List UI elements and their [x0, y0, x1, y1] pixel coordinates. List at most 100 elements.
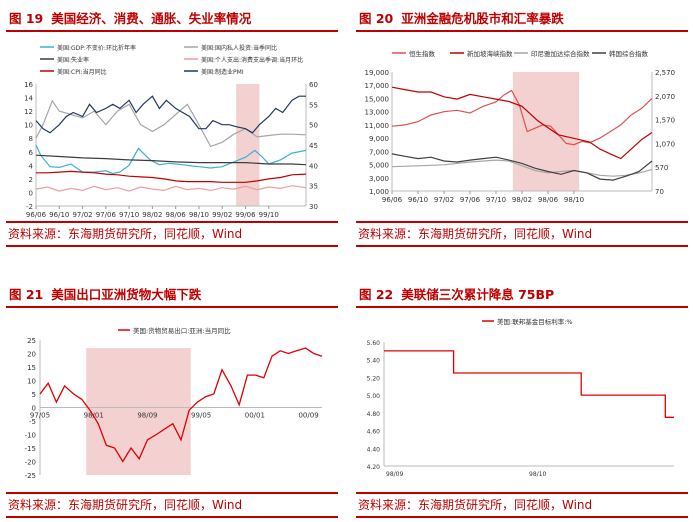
- x-tick-label: 98/02: [142, 211, 162, 219]
- legend-label: 新加坡海峡指数: [467, 49, 513, 58]
- y-tick-label: 2: [29, 176, 33, 184]
- y2-tick-label: 1,570: [655, 117, 675, 125]
- y-tick-label: 13,000: [365, 109, 390, 117]
- legend-label: 美国:个人支出:消费支出季调:当月环比: [201, 56, 303, 64]
- x-tick-label: 98/10: [529, 471, 546, 478]
- shaded-crisis-period: [236, 84, 260, 206]
- y2-tick-label: 55: [309, 101, 318, 109]
- x-tick-label: 96/10: [408, 196, 428, 204]
- series-line: [391, 159, 653, 177]
- x-tick-label: 97/06: [96, 211, 117, 219]
- y2-tick-label: 1,070: [655, 140, 675, 148]
- x-tick-label: 97/02: [72, 211, 92, 219]
- x-tick-label: 98/10: [189, 211, 209, 219]
- y-tick-label: 11,000: [365, 122, 390, 130]
- y-tick-label: 9,000: [369, 135, 389, 143]
- series-line: [39, 347, 323, 463]
- y-tick-label: -2: [26, 203, 33, 211]
- y2-tick-label: 2,570: [655, 69, 675, 77]
- x-tick-label: 99/05: [191, 412, 211, 420]
- x-tick-label: 97/06: [460, 196, 481, 204]
- y-tick-label: 4: [29, 162, 34, 170]
- panel-title: 图 20 亚洲金融危机股市和汇率暴跌: [356, 8, 688, 32]
- x-tick-label: 97/05: [30, 412, 50, 420]
- legend-label: 美国:GDP:不变价:环比折年率: [57, 44, 136, 52]
- x-tick-label: 98/06: [166, 211, 187, 219]
- x-tick-label: 99/06: [235, 211, 256, 219]
- y-tick-label: 10: [24, 122, 33, 130]
- y-tick-label: 25: [27, 337, 36, 345]
- series-line: [35, 99, 307, 148]
- y-tick-label: 0: [29, 189, 33, 197]
- x-tick-label: 98/02: [512, 196, 532, 204]
- y-tick-label: 4.20: [367, 464, 381, 471]
- y-tick-label: 5,000: [369, 162, 389, 170]
- panel-fig21: 图 21 美国出口亚洲货物大幅下跌 -25 -20 -15 -10 -5 0 5 10 15 20 2…: [6, 284, 338, 518]
- legend-label: 美国:制造业PMI: [201, 68, 244, 76]
- y2-tick-label: 45: [309, 142, 318, 150]
- series-line: [391, 153, 653, 181]
- series-line: [36, 170, 307, 183]
- y-tick-label: 7,000: [369, 148, 389, 156]
- y-tick-label: -5: [29, 418, 36, 426]
- y-tick-label: 5.40: [367, 358, 381, 365]
- legend-label: 美国:联邦基金目标利率:%: [497, 317, 573, 326]
- y-tick-label: 0: [32, 405, 36, 413]
- x-tick-label: 96/06: [26, 211, 47, 219]
- legend-label: 恒生指数: [409, 49, 436, 58]
- y-tick-label: 5: [32, 391, 36, 399]
- y-tick-label: 5.60: [367, 340, 381, 347]
- y-tick-label: 10: [27, 378, 36, 386]
- x-tick-label: 97/02: [434, 196, 454, 204]
- y-tick-label: -25: [25, 472, 36, 480]
- panel-title: 图 21 美国出口亚洲货物大幅下跌: [6, 284, 338, 308]
- panel-fig20: 图 20 亚洲金融危机股市和汇率暴跌 恒生指数 新加坡海峡指数 印尼雅加达综合指数 韩国…: [356, 8, 688, 248]
- legend-label: 美国:货物贸易出口:亚洲:当月同比: [133, 326, 231, 335]
- series-line: [35, 95, 306, 134]
- x-tick-label: 98/09: [386, 471, 403, 478]
- x-tick-label: 97/10: [486, 196, 506, 204]
- y-tick-label: 17,000: [365, 82, 390, 90]
- y2-tick-label: 570: [655, 164, 668, 172]
- panel-fig19: 图 19 美国经济、消费、通胀、失业率情况 美国:GDP:不变价:环比折年率 美国:…: [6, 8, 338, 248]
- y-tick-label: 4.40: [367, 446, 381, 453]
- y2-tick-label: 30: [309, 203, 318, 211]
- y2-tick-label: 2,070: [655, 93, 675, 101]
- y-tick-label: 6: [29, 149, 34, 157]
- x-tick-label: 00/01: [245, 412, 265, 420]
- y2-tick-label: 60: [309, 81, 318, 89]
- y2-tick-label: 35: [309, 183, 318, 191]
- y-tick-label: 15: [27, 364, 36, 372]
- legend-label: 美国:失业率: [57, 56, 89, 64]
- panel-fig22: 图 22 美联储三次累计降息 75BP 4.20 4.40 4.60 4.80 5.00 5…: [356, 284, 688, 518]
- y2-tick-label: 40: [309, 162, 318, 170]
- series-line: [35, 154, 307, 166]
- y-tick-label: -15: [25, 445, 36, 453]
- chart-fig20: 恒生指数 新加坡海峡指数 印尼雅加达综合指数 韩国综合指数 1,000 3,000 5,00…: [365, 49, 676, 204]
- y2-tick-label: 50: [309, 122, 318, 130]
- x-tick-label: 99/02: [212, 211, 232, 219]
- y-tick-label: 19,000: [365, 69, 390, 77]
- series-line: [35, 144, 307, 175]
- y-tick-label: 20: [27, 351, 36, 359]
- source-note: 资料来源：东海期货研究所，同花顺，Wind: [6, 221, 338, 247]
- legend-label: 美国:CPI:当月同比: [57, 68, 107, 76]
- y-tick-label: 8: [29, 135, 33, 143]
- legend-label: 美国:国内私人投资:当季同比: [201, 44, 277, 52]
- source-note: 资料来源：东海期货研究所，同花顺，Wind: [356, 221, 688, 247]
- x-tick-label: 98/10: [564, 196, 584, 204]
- y-tick-label: 5.00: [367, 393, 381, 400]
- y-tick-label: 14: [24, 95, 33, 103]
- y-tick-label: 4.80: [367, 411, 381, 418]
- panel-title: 图 19 美国经济、消费、通胀、失业率情况: [6, 8, 338, 32]
- y2-tick-label: 70: [655, 188, 664, 196]
- x-tick-label: 96/06: [382, 196, 403, 204]
- x-tick-label: 00/09: [298, 412, 318, 420]
- y-tick-label: -20: [25, 459, 36, 467]
- y-tick-label: 1,000: [369, 188, 389, 196]
- x-tick-label: 99/10: [259, 211, 279, 219]
- source-note: 资料来源：东海期货研究所，同花顺，Wind: [6, 492, 338, 518]
- source-note: 资料来源：东海期货研究所，同花顺，Wind: [356, 492, 688, 518]
- legend-label: 韩国综合指数: [609, 49, 649, 58]
